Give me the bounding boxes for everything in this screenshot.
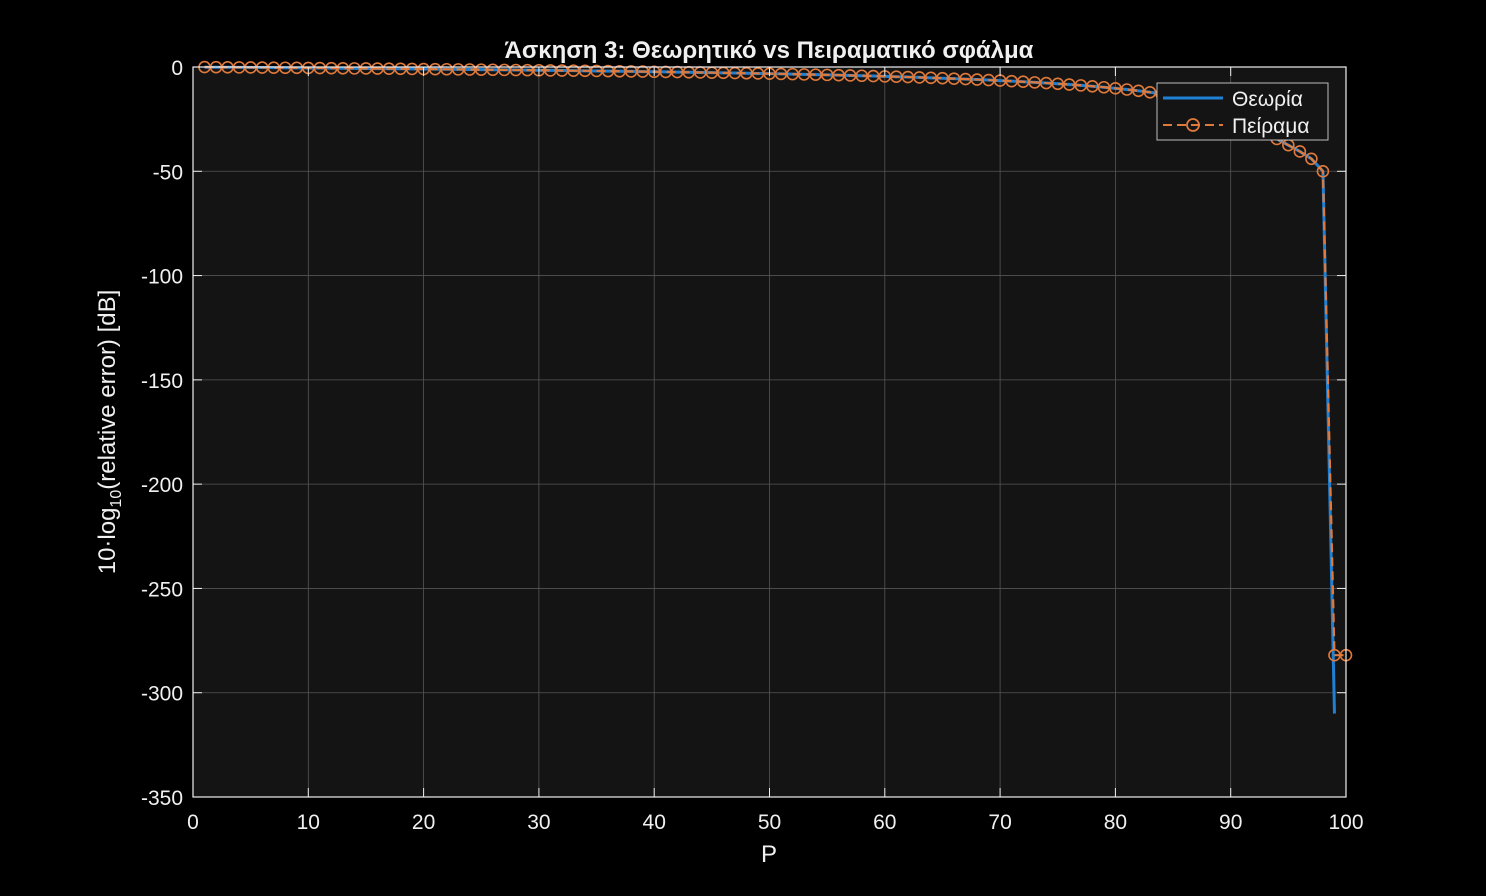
y-axis-label-suffix: (relative error) [dB]	[94, 290, 121, 490]
axis-ticks: 0 10 20 30 40 50 60 70 80 90 100 0 -50 -100 -150 -200 -2…	[141, 57, 1364, 834]
x-tick-label: 80	[1104, 811, 1127, 834]
data-point-marker	[1316, 164, 1330, 178]
legend: Θεωρία Πείραμα	[1156, 82, 1329, 141]
y-tick-label: -350	[141, 787, 183, 810]
legend-marker-experiment	[1186, 118, 1200, 132]
chart-title: Άσκηση 3: Θεωρητικό vs Πειραματικό σφάλμ…	[505, 37, 1034, 64]
x-tick-label: 60	[873, 811, 896, 834]
x-tick-label: 50	[758, 811, 781, 834]
legend-label-experiment: Πείραμα	[1232, 115, 1310, 138]
data-point-marker	[1305, 152, 1318, 166]
x-tick-label: 40	[643, 811, 666, 834]
x-tick-label: 90	[1219, 811, 1242, 834]
y-axis-label: 10·log10(relative error) [dB]	[94, 290, 125, 575]
legend-label-theory: Θεωρία	[1232, 88, 1303, 111]
y-tick-label: 0	[171, 57, 183, 80]
x-tick-label: 100	[1328, 811, 1363, 834]
y-tick-label: -150	[141, 370, 183, 393]
y-tick-label: -100	[141, 266, 183, 289]
y-tick-label: -200	[141, 474, 183, 497]
y-tick-label: -300	[141, 683, 183, 706]
y-tick-label: -250	[141, 578, 183, 601]
x-tick-label: 70	[988, 811, 1011, 834]
legend-box	[1156, 82, 1329, 141]
y-axis-label-subscript: 10	[108, 490, 125, 508]
x-tick-label: 0	[187, 811, 199, 834]
x-tick-label: 10	[297, 811, 320, 834]
grid-lines	[193, 67, 1346, 797]
y-axis-label-prefix: 10·log	[94, 508, 121, 575]
y-tick-label: -50	[153, 161, 183, 184]
data-point-marker	[1293, 145, 1307, 158]
x-tick-label: 20	[412, 811, 435, 834]
x-axis-label: P	[761, 841, 777, 868]
x-tick-label: 30	[527, 811, 550, 834]
